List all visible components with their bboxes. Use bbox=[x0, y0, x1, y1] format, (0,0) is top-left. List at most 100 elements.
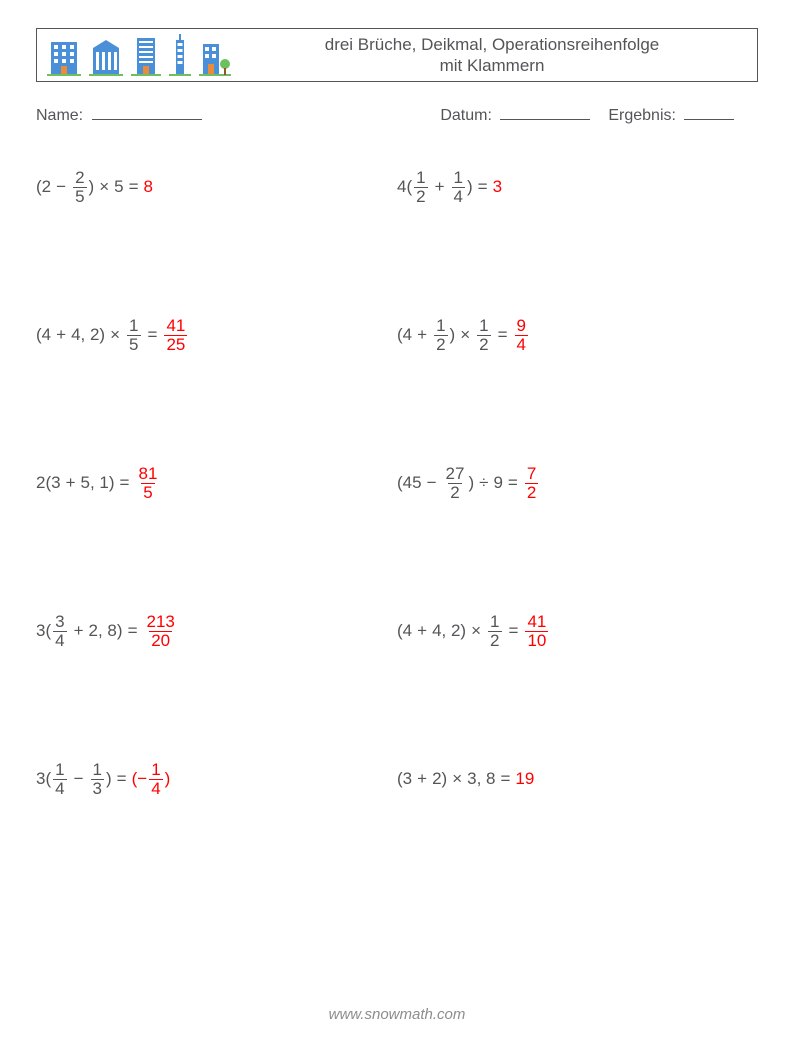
fraction-denominator: 2 bbox=[448, 483, 461, 502]
expr-text: (4 bbox=[397, 325, 412, 345]
result-label: Ergebnis: bbox=[608, 107, 676, 124]
expr-operator: = bbox=[498, 325, 508, 345]
expr-operator: + bbox=[417, 621, 427, 641]
fraction-numerator: 1 bbox=[414, 169, 427, 187]
answer-text: 19 bbox=[515, 769, 534, 789]
expr-text: 5 bbox=[114, 177, 123, 197]
expr-text: 4, 2) bbox=[432, 621, 466, 641]
expr-operator: + bbox=[56, 325, 66, 345]
fraction-denominator: 25 bbox=[164, 335, 187, 354]
expr-text: 2(3 bbox=[36, 473, 61, 493]
fraction-numerator: 9 bbox=[515, 317, 528, 335]
meta-name: Name: bbox=[36, 104, 440, 125]
problem-cell: 4(12+14) = 3 bbox=[397, 169, 758, 206]
expr-operator: − bbox=[74, 769, 84, 789]
fraction-numerator: 1 bbox=[488, 613, 501, 631]
expr-text: 3( bbox=[36, 769, 51, 789]
expr-text: 2) bbox=[432, 769, 447, 789]
expr-operator: × bbox=[460, 325, 470, 345]
answer-text: 8 bbox=[144, 177, 153, 197]
expr-text: 4( bbox=[397, 177, 412, 197]
expr-text: (4 bbox=[36, 325, 51, 345]
building-icon bbox=[89, 38, 123, 76]
answer-fraction: 21320 bbox=[145, 613, 177, 650]
result-blank bbox=[684, 104, 734, 120]
problem-row: 2(3 + 5, 1) =815(45 −272) ÷ 9 =72 bbox=[36, 457, 758, 509]
name-blank bbox=[92, 104, 202, 120]
answer-fraction: 14 bbox=[149, 761, 162, 798]
problem-cell: (4 +12) ×12=94 bbox=[397, 317, 758, 354]
expr-operator: = bbox=[117, 769, 127, 789]
expr-text: (4 bbox=[397, 621, 412, 641]
problem-cell: 2(3 + 5, 1) =815 bbox=[36, 465, 397, 502]
answer-fraction: 4125 bbox=[164, 317, 187, 354]
fraction-denominator: 2 bbox=[488, 631, 501, 650]
fraction-denominator: 10 bbox=[525, 631, 548, 650]
expr-operator: = bbox=[120, 473, 130, 493]
expr-operator: = bbox=[508, 473, 518, 493]
expr-text: 4, 2) bbox=[71, 325, 105, 345]
fraction-numerator: 213 bbox=[145, 613, 177, 631]
expr-text: (45 bbox=[397, 473, 422, 493]
expr-text: ) bbox=[106, 769, 112, 789]
answer-text: ) bbox=[165, 769, 171, 789]
answer-fraction: 72 bbox=[525, 465, 538, 502]
problem-cell: (4 + 4, 2) × 15 = 4125 bbox=[36, 317, 397, 354]
expr-text: 3( bbox=[36, 621, 51, 641]
problem-cell: 3(34+ 2, 8) =21320 bbox=[36, 613, 397, 650]
fraction-denominator: 2 bbox=[434, 335, 447, 354]
fraction-numerator: 41 bbox=[525, 613, 548, 631]
date-label: Datum: bbox=[440, 107, 492, 124]
expr-operator: = bbox=[129, 177, 139, 197]
answer-fraction: 94 bbox=[515, 317, 528, 354]
expr-text: 2, 8) bbox=[89, 621, 123, 641]
fraction-numerator: 1 bbox=[127, 317, 140, 335]
expr-fraction: 14 bbox=[53, 761, 66, 798]
fraction-denominator: 5 bbox=[73, 187, 86, 206]
fraction-denominator: 5 bbox=[127, 335, 140, 354]
fraction-numerator: 81 bbox=[136, 465, 159, 483]
expr-operator: + bbox=[417, 325, 427, 345]
fraction-numerator: 1 bbox=[149, 761, 162, 779]
expr-fraction: 13 bbox=[91, 761, 104, 798]
fraction-numerator: 27 bbox=[444, 465, 467, 483]
expr-text: 3, 8 bbox=[467, 769, 495, 789]
expr-fraction: 12 bbox=[434, 317, 447, 354]
expr-fraction: 34 bbox=[53, 613, 66, 650]
expr-operator: + bbox=[435, 177, 445, 197]
problem-cell: (2 −25) × 5 = 8 bbox=[36, 169, 397, 206]
fraction-denominator: 2 bbox=[525, 483, 538, 502]
fraction-numerator: 7 bbox=[525, 465, 538, 483]
fraction-denominator: 2 bbox=[477, 335, 490, 354]
expr-operator: × bbox=[110, 325, 120, 345]
fraction-denominator: 4 bbox=[452, 187, 465, 206]
fraction-denominator: 4 bbox=[149, 779, 162, 798]
footer-url: www.snowmath.com bbox=[0, 1006, 794, 1023]
expr-operator: × bbox=[99, 177, 109, 197]
building-icon bbox=[47, 38, 81, 76]
fraction-numerator: 2 bbox=[73, 169, 86, 187]
problems-grid: (2 −25) × 5 = 84(12+14) = 3(4 + 4, 2) ×1… bbox=[36, 161, 758, 901]
expr-operator: = bbox=[509, 621, 519, 641]
fraction-numerator: 3 bbox=[53, 613, 66, 631]
worksheet-page: drei Brüche, Deikmal, Operationsreihenfo… bbox=[0, 0, 794, 1053]
expr-text: (3 bbox=[397, 769, 412, 789]
building-icon bbox=[131, 36, 161, 76]
expr-text: ) bbox=[468, 473, 474, 493]
building-icon bbox=[199, 36, 231, 76]
building-icon bbox=[169, 34, 191, 76]
fraction-numerator: 1 bbox=[477, 317, 490, 335]
expr-fraction: 272 bbox=[444, 465, 467, 502]
problem-row: (4 + 4, 2) ×15=4125(4 +12) ×12=94 bbox=[36, 309, 758, 361]
expr-fraction: 25 bbox=[73, 169, 86, 206]
answer-fraction: 4110 bbox=[525, 613, 548, 650]
expr-operator: = bbox=[148, 325, 158, 345]
fraction-denominator: 20 bbox=[149, 631, 172, 650]
header-box: drei Brüche, Deikmal, Operationsreihenfo… bbox=[36, 28, 758, 82]
fraction-numerator: 1 bbox=[91, 761, 104, 779]
expr-operator: + bbox=[417, 769, 427, 789]
expr-fraction: 14 bbox=[452, 169, 465, 206]
fraction-denominator: 4 bbox=[53, 779, 66, 798]
expr-text: 5, 1) bbox=[81, 473, 115, 493]
fraction-denominator: 4 bbox=[515, 335, 528, 354]
